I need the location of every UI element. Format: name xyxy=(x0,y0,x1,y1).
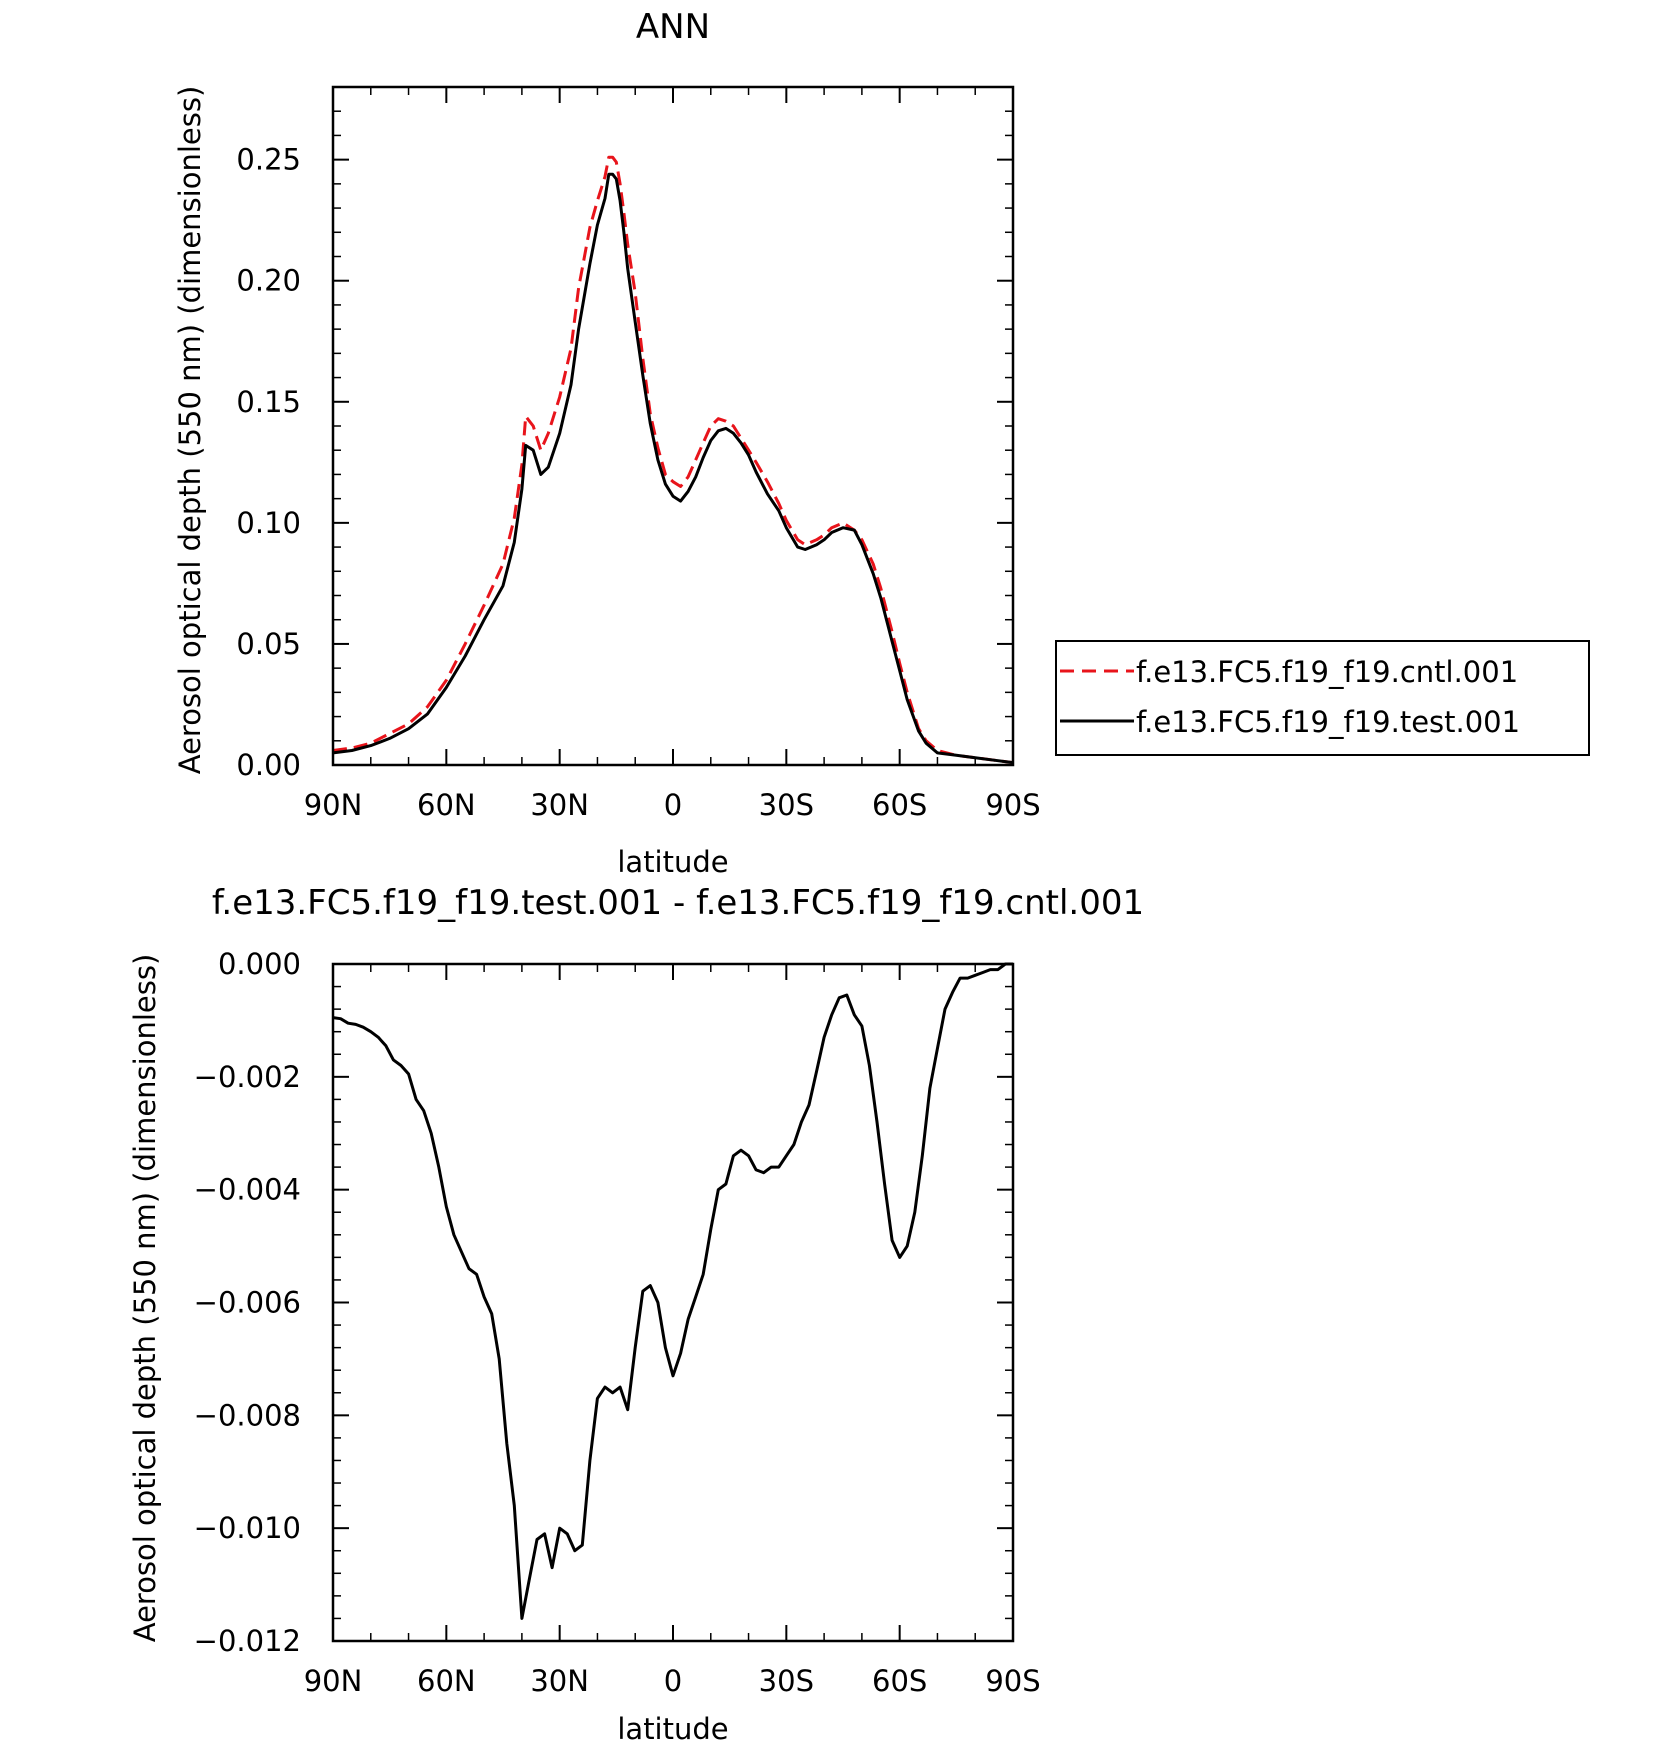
top-y-tick-label: 0.20 xyxy=(236,264,301,298)
bottom-tick-labels: 90N 60N 30N 0 30S 60S 90S 0.000 −0.002 −0.004 −0.0… xyxy=(194,947,1041,1698)
bottom-x-axis-label: latitude xyxy=(617,1712,728,1746)
bottom-chart-title: f.e13.FC5.f19_f19.test.001 - f.e13.FC5.f… xyxy=(212,883,1144,923)
bottom-series-line-0 xyxy=(332,962,1013,1620)
top-x-tick-label: 60S xyxy=(872,788,927,822)
top-x-axis-label: latitude xyxy=(617,845,728,879)
top-y-tick-label: 0.25 xyxy=(236,143,301,177)
top-x-tick-label: 0 xyxy=(664,788,682,822)
top-y-tick-label: 0.10 xyxy=(236,506,301,540)
top-x-tick-label: 60N xyxy=(417,788,476,822)
top-y-tick-label: 0.05 xyxy=(236,627,301,661)
top-x-tick-label: 90N xyxy=(304,788,363,822)
bottom-plot-frame xyxy=(331,962,1015,1643)
bottom-x-tick-label: 90N xyxy=(304,1664,363,1698)
bottom-x-tick-label: 60N xyxy=(417,1664,476,1698)
legend: f.e13.FC5.f19_f19.cntl.001 f.e13.FC5.f19… xyxy=(1055,640,1590,756)
top-y-tick-label: 0.00 xyxy=(236,748,301,782)
top-y-axis-label: Aerosol optical depth (550 nm) (dimensio… xyxy=(173,86,207,775)
legend-box xyxy=(1055,640,1590,756)
top-plot-frame xyxy=(331,85,1015,767)
bottom-y-tick-label: −0.012 xyxy=(194,1624,301,1658)
top-axis-ticks xyxy=(332,86,1014,766)
top-chart-title: ANN xyxy=(636,7,710,47)
top-x-tick-label: 90S xyxy=(985,788,1040,822)
top-x-tick-label: 30S xyxy=(759,788,814,822)
bottom-y-tick-label: −0.006 xyxy=(194,1286,301,1320)
top-series-line-1 xyxy=(332,172,1014,765)
top-series-line-0 xyxy=(332,155,1014,765)
bottom-y-tick-label: −0.004 xyxy=(194,1173,301,1207)
legend-label-test: f.e13.FC5.f19_f19.test.001 xyxy=(1136,705,1520,739)
bottom-y-tick-label: −0.010 xyxy=(194,1511,301,1545)
bottom-x-tick-label: 0 xyxy=(664,1664,682,1698)
top-tick-labels: 90N 60N 30N 0 30S 60S 90S 0.00 0.05 0.10 0.15 0.20 0… xyxy=(236,143,1040,822)
bottom-x-tick-label: 90S xyxy=(985,1664,1040,1698)
bottom-x-tick-label: 30S xyxy=(759,1664,814,1698)
bottom-y-tick-label: 0.000 xyxy=(218,947,301,981)
bottom-y-tick-label: −0.002 xyxy=(194,1060,301,1094)
bottom-axis-ticks xyxy=(332,963,1014,1642)
top-x-tick-label: 30N xyxy=(530,788,589,822)
legend-label-cntl: f.e13.FC5.f19_f19.cntl.001 xyxy=(1136,655,1518,689)
bottom-x-tick-label: 60S xyxy=(872,1664,927,1698)
bottom-y-tick-label: −0.008 xyxy=(194,1398,301,1432)
top-y-tick-label: 0.15 xyxy=(236,385,301,419)
top-series-lines xyxy=(332,155,1014,765)
bottom-panel: f.e13.FC5.f19_f19.test.001 - f.e13.FC5.f… xyxy=(128,883,1144,1746)
bottom-series-lines xyxy=(332,962,1013,1620)
top-panel: ANN Aerosol optical depth (550 nm) (dime… xyxy=(173,7,1041,879)
bottom-x-tick-label: 30N xyxy=(530,1664,589,1698)
bottom-y-axis-label: Aerosol optical depth (550 nm) (dimensio… xyxy=(128,954,162,1643)
